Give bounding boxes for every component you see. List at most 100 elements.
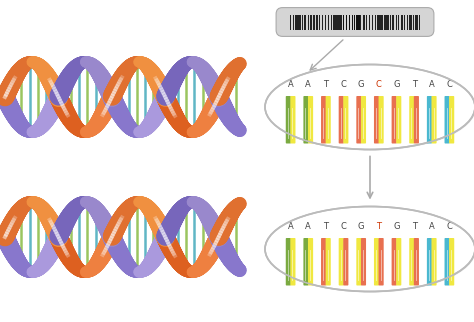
Bar <box>384 14 385 30</box>
FancyBboxPatch shape <box>392 96 397 144</box>
Text: A: A <box>288 222 293 231</box>
Bar <box>295 14 298 30</box>
FancyBboxPatch shape <box>321 96 326 144</box>
Bar <box>319 14 320 30</box>
FancyBboxPatch shape <box>339 96 344 144</box>
Bar <box>380 14 383 30</box>
Text: A: A <box>429 222 435 231</box>
Bar <box>325 14 326 30</box>
Text: C: C <box>341 222 346 231</box>
Bar <box>419 14 420 30</box>
Text: T: T <box>323 222 328 231</box>
Bar <box>301 14 303 30</box>
Bar <box>338 14 342 30</box>
Bar <box>360 14 361 30</box>
Text: T: T <box>411 222 417 231</box>
Text: C: C <box>341 80 346 89</box>
Bar <box>404 14 405 30</box>
FancyBboxPatch shape <box>326 238 331 286</box>
FancyBboxPatch shape <box>343 96 348 144</box>
Bar <box>375 14 376 30</box>
Text: G: G <box>358 80 365 89</box>
Text: C: C <box>447 222 452 231</box>
Bar <box>369 14 370 30</box>
Bar <box>392 14 394 30</box>
Ellipse shape <box>265 206 474 291</box>
FancyBboxPatch shape <box>445 238 450 286</box>
Text: C: C <box>447 80 452 89</box>
Text: A: A <box>429 80 435 89</box>
Bar <box>308 14 309 30</box>
Bar <box>290 14 291 30</box>
FancyBboxPatch shape <box>427 96 432 144</box>
FancyBboxPatch shape <box>414 96 419 144</box>
FancyBboxPatch shape <box>303 96 309 144</box>
Bar <box>298 14 301 30</box>
Bar <box>343 14 344 30</box>
FancyBboxPatch shape <box>308 96 313 144</box>
Bar <box>316 14 318 30</box>
FancyBboxPatch shape <box>396 96 401 144</box>
FancyBboxPatch shape <box>431 238 437 286</box>
FancyBboxPatch shape <box>449 238 454 286</box>
Bar <box>401 14 402 30</box>
Text: T: T <box>323 80 328 89</box>
FancyBboxPatch shape <box>276 8 434 36</box>
FancyBboxPatch shape <box>361 238 366 286</box>
Ellipse shape <box>266 207 474 292</box>
Bar <box>390 14 391 30</box>
FancyBboxPatch shape <box>356 96 362 144</box>
FancyBboxPatch shape <box>409 238 414 286</box>
Bar <box>322 14 323 30</box>
Bar <box>395 14 397 30</box>
Text: G: G <box>393 80 400 89</box>
FancyBboxPatch shape <box>379 238 383 286</box>
FancyBboxPatch shape <box>326 96 331 144</box>
Bar <box>352 14 353 30</box>
Text: T: T <box>376 222 381 231</box>
FancyBboxPatch shape <box>414 238 419 286</box>
Bar <box>336 14 338 30</box>
FancyBboxPatch shape <box>361 96 366 144</box>
FancyBboxPatch shape <box>379 96 383 144</box>
Bar <box>413 14 414 30</box>
FancyBboxPatch shape <box>392 238 397 286</box>
Ellipse shape <box>266 65 474 150</box>
FancyBboxPatch shape <box>308 238 313 286</box>
FancyBboxPatch shape <box>286 96 291 144</box>
Text: C: C <box>376 80 382 89</box>
Bar <box>310 14 312 30</box>
Text: A: A <box>288 80 293 89</box>
Text: A: A <box>305 80 311 89</box>
Bar <box>415 14 419 30</box>
Bar <box>328 14 329 30</box>
Bar <box>333 14 336 30</box>
FancyBboxPatch shape <box>339 238 344 286</box>
FancyBboxPatch shape <box>374 96 379 144</box>
Bar <box>346 14 347 30</box>
FancyBboxPatch shape <box>343 238 348 286</box>
FancyBboxPatch shape <box>445 96 450 144</box>
FancyBboxPatch shape <box>286 238 291 286</box>
FancyBboxPatch shape <box>431 96 437 144</box>
Bar <box>363 14 365 30</box>
FancyBboxPatch shape <box>449 96 454 144</box>
Text: G: G <box>358 222 365 231</box>
Bar <box>366 14 367 30</box>
FancyBboxPatch shape <box>427 238 432 286</box>
FancyBboxPatch shape <box>356 238 362 286</box>
FancyBboxPatch shape <box>291 96 295 144</box>
FancyBboxPatch shape <box>396 238 401 286</box>
Bar <box>331 14 332 30</box>
Bar <box>355 14 356 30</box>
Bar <box>304 14 306 30</box>
FancyBboxPatch shape <box>374 238 379 286</box>
FancyBboxPatch shape <box>303 238 309 286</box>
Bar <box>399 14 400 30</box>
Bar <box>410 14 412 30</box>
Bar <box>313 14 315 30</box>
Text: G: G <box>393 222 400 231</box>
Bar <box>349 14 350 30</box>
Bar <box>377 14 380 30</box>
FancyBboxPatch shape <box>409 96 414 144</box>
